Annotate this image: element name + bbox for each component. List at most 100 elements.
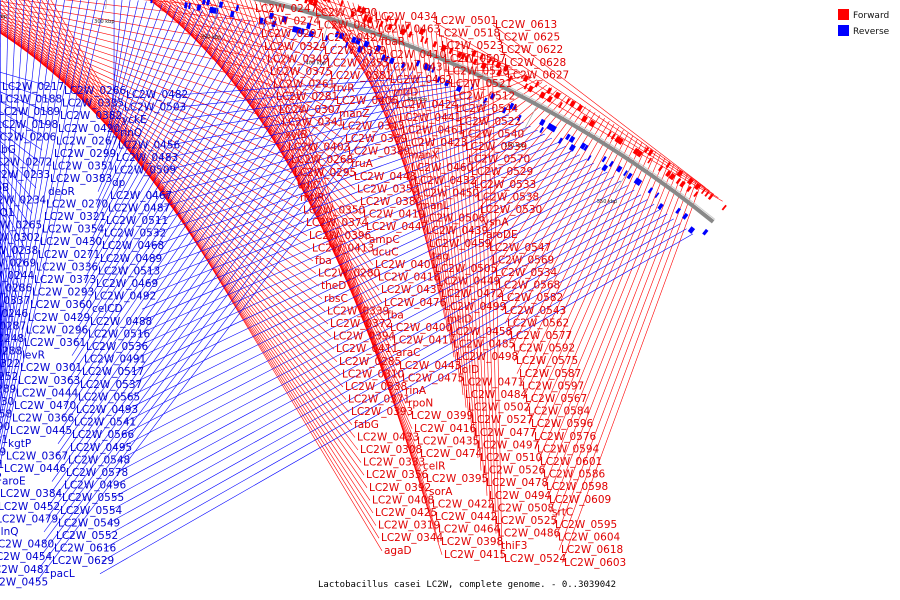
leader-line: [107, 0, 139, 129]
reverse-feature: [657, 203, 664, 210]
forward-feature: [432, 40, 438, 48]
forward-feature: [350, 10, 356, 18]
leader-line: [109, 0, 131, 117]
forward-gene-label: araC: [396, 347, 421, 359]
leader-line: [64, 0, 257, 22]
reverse-feature: [601, 156, 607, 163]
forward-gene-label: LC2W_0406: [336, 95, 399, 107]
forward-feature: [360, 6, 367, 14]
forward-feature: [522, 74, 530, 83]
forward-feature: [553, 91, 561, 100]
leader-line: [111, 204, 655, 499]
forward-gene-label: ampC: [369, 234, 400, 246]
forward-gene-label: LC2W_0507: [444, 53, 506, 65]
reverse-feature: [539, 118, 546, 126]
forward-gene-label: LC2W_0425: [375, 507, 437, 519]
reverse-feature: [388, 57, 395, 65]
forward-gene-label: LC2W_0355: [327, 57, 389, 69]
reverse-gene-label: LC2W_0301: [20, 362, 82, 374]
forward-gene-label: LC2W_0398: [441, 536, 503, 548]
forward-gene-label: LC2W_0518: [438, 28, 500, 40]
forward-gene-label: LC2W_0575: [516, 355, 578, 367]
leader-line: [516, 135, 634, 374]
reverse-gene-label: LC2W_0335: [62, 98, 124, 110]
forward-gene-label: LC2W_0442: [435, 511, 497, 523]
forward-feature: [495, 61, 502, 69]
leader-line: [127, 167, 601, 398]
reverse-gene-label: LC2W_0296: [26, 324, 89, 336]
forward-feature: [700, 188, 706, 195]
reverse-gene-label: LC2W_0452: [0, 501, 60, 513]
forward-gene-label: LC2W_0410: [384, 49, 446, 61]
reverse-gene-label: LC2W_0238: [0, 245, 38, 257]
forward-gene-label: LC2W_0494: [489, 490, 552, 502]
reverse-feature: [482, 97, 488, 104]
reverse-gene-label: rinQ: [120, 127, 142, 139]
forward-feature: [366, 16, 373, 24]
reverse-feature: [423, 63, 430, 71]
forward-gene-label: LC2W_0424: [396, 99, 459, 111]
leader-line: [513, 132, 629, 362]
leader-line: [147, 125, 531, 272]
leader-line: [483, 103, 582, 236]
forward-gene-label: LC2W_0512: [453, 91, 515, 103]
forward-gene-label: LC2W_0460: [411, 162, 473, 174]
forward-feature: [721, 204, 727, 211]
reverse-gene-label: LC2W_0537: [80, 379, 142, 391]
reverse-gene-label: LC2W_0513: [98, 265, 160, 277]
leader-line: [155, 110, 502, 222]
leader-line: [81, 18, 243, 293]
forward-gene-label: LC2W_0401: [375, 259, 437, 271]
forward-feature: [507, 75, 513, 82]
reverse-feature: [546, 122, 554, 131]
reverse-gene-label: LC2W_0555: [62, 492, 124, 504]
reverse-feature: [368, 49, 373, 57]
leader-line: [45, 59, 383, 520]
forward-gene-label: thiF3: [501, 540, 527, 552]
leader-line: [133, 154, 581, 360]
leader-line: [0, 0, 33, 377]
leader-line: [149, 0, 350, 165]
reverse-feature: [615, 165, 623, 173]
reverse-gene-label: LC2W_0444: [16, 387, 79, 399]
leader-line: [0, 30, 296, 186]
forward-gene-label: LC2W_0486: [498, 528, 561, 540]
forward-feature: [503, 65, 509, 72]
reverse-feature: [427, 64, 432, 72]
reverse-gene-label: LC2W_0234: [0, 194, 47, 206]
reverse-feature: [654, 192, 660, 199]
leader-line: [0, 0, 25, 368]
leader-line: [420, 26, 461, 383]
leader-line: [498, 49, 715, 195]
leader-line: [181, 0, 323, 52]
forward-gene-label: LC2W_0609: [549, 494, 611, 506]
reverse-gene-label: LC2W_0495: [70, 442, 132, 454]
forward-gene-label: LC2W_0498: [456, 351, 518, 363]
leader-line: [0, 0, 65, 415]
leader-line: [111, 0, 123, 104]
leader-line: [83, 16, 235, 281]
leader-line: [117, 189, 635, 461]
leader-line: [87, 13, 219, 255]
forward-gene-label: LC2W_0448: [354, 171, 416, 183]
reverse-gene-label: LC2W_0454: [0, 551, 53, 563]
leader-line: [103, 223, 681, 549]
reverse-gene-label: lepB: [0, 182, 9, 194]
leader-line: [0, 23, 284, 136]
forward-gene-label: LC2W_0547: [489, 242, 551, 254]
forward-feature: [393, 18, 399, 25]
reverse-feature: [235, 4, 240, 12]
forward-feature: [308, 0, 314, 6]
forward-feature: [636, 150, 644, 158]
reverse-feature: [229, 10, 235, 18]
leader-line: [51, 51, 360, 482]
leader-line: [43, 62, 391, 533]
forward-gene-label: LC2W_0416: [414, 423, 477, 435]
forward-gene-label: manZ: [339, 108, 370, 120]
forward-gene-label: LC2W_0462: [390, 74, 452, 86]
forward-gene-label: LC2W_0478: [486, 477, 548, 489]
leader-line: [113, 199, 648, 486]
leader-line: [0, 229, 21, 289]
reverse-feature: [415, 59, 421, 67]
reverse-gene-label: dp: [112, 177, 126, 189]
